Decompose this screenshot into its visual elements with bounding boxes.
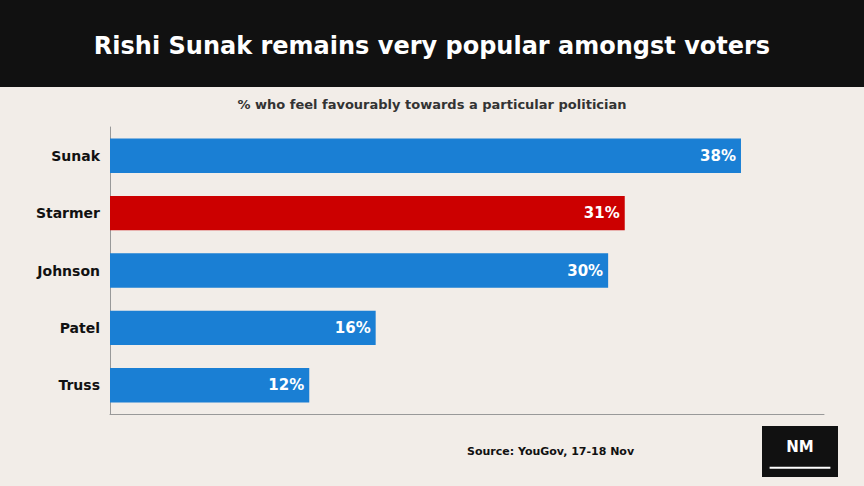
- svg-text:Rishi Sunak remains very popul: Rishi Sunak remains very popular amongst…: [94, 32, 770, 60]
- svg-text:38%: 38%: [700, 147, 736, 165]
- svg-text:30%: 30%: [567, 262, 603, 280]
- svg-text:% who feel favourably towards: % who feel favourably towards a particul…: [237, 97, 626, 112]
- svg-text:Patel: Patel: [60, 320, 100, 336]
- svg-text:Source: YouGov, 17-18 Nov: Source: YouGov, 17-18 Nov: [467, 445, 635, 458]
- svg-text:12%: 12%: [268, 376, 304, 394]
- svg-text:Sunak: Sunak: [51, 148, 100, 164]
- svg-text:Starmer: Starmer: [36, 205, 100, 221]
- svg-text:Truss: Truss: [58, 377, 100, 393]
- svg-text:31%: 31%: [584, 204, 620, 222]
- svg-text:NM: NM: [786, 438, 813, 456]
- svg-text:16%: 16%: [335, 319, 371, 337]
- svg-text:Johnson: Johnson: [36, 263, 100, 279]
